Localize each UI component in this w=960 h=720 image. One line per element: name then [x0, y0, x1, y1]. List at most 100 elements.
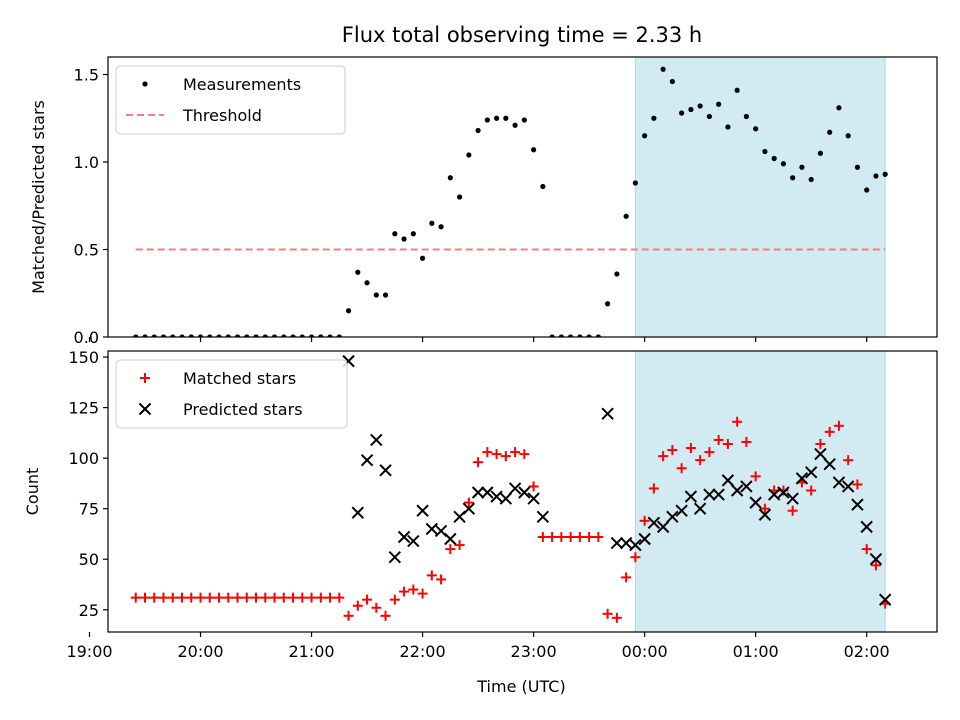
measurement-point	[725, 124, 731, 130]
matched-star-point	[417, 588, 428, 599]
predicted-star-point	[814, 447, 827, 461]
measurement-point	[262, 334, 268, 337]
matched-star-point	[843, 455, 854, 466]
predicted-star-point	[629, 538, 642, 552]
matched-star-point	[426, 570, 437, 581]
y-tick-label: 1.0	[74, 153, 99, 172]
x-tick-label: 00:00	[622, 642, 668, 661]
predicted-star-point	[693, 502, 707, 515]
measurement-point	[558, 334, 564, 337]
measurement-point	[688, 106, 694, 113]
measurement-point	[308, 334, 315, 337]
matched-star-point	[454, 540, 465, 551]
matched-star-point	[158, 592, 169, 603]
matched-star-point	[713, 434, 724, 445]
measurement-point	[734, 87, 740, 93]
predicted-star-point	[712, 488, 725, 501]
predicted-star-point	[841, 480, 855, 493]
measurement-point	[382, 292, 389, 298]
matched-star-point	[140, 592, 151, 603]
figure-title: Flux total observing time = 2.33 h	[342, 23, 702, 47]
predicted-star-point	[823, 458, 836, 471]
matched-star-point	[436, 574, 447, 585]
matched-star-point	[806, 485, 817, 496]
measurement-point	[151, 334, 157, 337]
x-axis-ticks: 19:00 20:00 21:00 22:00 23:00 00:00 01:00 02:00	[66, 632, 890, 661]
matched-star-point	[537, 531, 548, 542]
predicted-star-point	[721, 474, 735, 487]
matched-star-point	[510, 447, 521, 458]
measurement-point	[484, 117, 490, 123]
matched-star-point	[241, 592, 252, 603]
measurement-point	[651, 115, 657, 121]
measurement-point	[179, 334, 185, 337]
measurement-point	[817, 150, 824, 156]
predicted-star-point	[619, 536, 633, 550]
matched-star-point	[547, 531, 558, 542]
measurement-point	[623, 213, 629, 219]
matched-star-point	[574, 531, 585, 542]
matched-star-point	[676, 463, 687, 474]
matched-star-point	[463, 497, 474, 508]
matched-star-point	[288, 592, 299, 603]
y-tick-label: 100	[68, 449, 99, 468]
predicted-star-point	[462, 502, 476, 515]
matched-star-point	[648, 483, 659, 494]
legend-label: Threshold	[182, 106, 262, 125]
measurement-point	[170, 334, 176, 337]
measurement-point	[281, 334, 287, 337]
matched-star-point	[667, 445, 678, 456]
measurement-point	[133, 334, 139, 337]
measurement-point	[873, 173, 879, 179]
matched-star-point	[593, 531, 604, 542]
legend-label: Predicted stars	[183, 400, 303, 419]
measurement-point	[605, 301, 611, 307]
count-panel: 25 50 75 100 125 150 19:00 20:00 21:00 22:00 23:00…	[23, 348, 938, 696]
matched-star-point	[815, 438, 826, 449]
measurement-point	[216, 334, 222, 337]
predicted-star-point	[684, 490, 698, 503]
measurement-point	[419, 255, 426, 261]
x-tick-label: 02:00	[844, 642, 890, 661]
measurement-point	[586, 334, 592, 337]
measurement-point	[456, 194, 463, 200]
matched-star-point	[861, 544, 872, 555]
matched-star-point	[278, 592, 289, 603]
x-axis-ticks	[88, 337, 868, 342]
matched-star-point	[167, 592, 178, 603]
measurement-point	[614, 271, 620, 277]
measurement-point	[327, 334, 333, 337]
matched-star-point	[833, 420, 844, 431]
matched-star-point	[389, 594, 400, 605]
legend-label: Measurements	[183, 75, 301, 94]
legend-label: Matched stars	[183, 369, 296, 388]
predicted-star-point	[703, 488, 716, 501]
matched-star-point	[251, 592, 262, 603]
predicted-star-point	[397, 530, 411, 544]
measurement-point	[364, 280, 370, 286]
measurement-point	[762, 148, 768, 155]
matched-star-point	[695, 455, 706, 466]
matched-star-point	[556, 531, 567, 542]
matched-star-point	[750, 471, 761, 482]
measurement-point	[197, 334, 204, 337]
matched-star-point	[130, 592, 141, 603]
measurement-point	[207, 334, 213, 337]
matched-star-point	[491, 449, 502, 460]
measurement-point	[355, 269, 361, 275]
y-tick-label: 0.5	[74, 241, 99, 260]
measurement-point	[799, 164, 805, 170]
predicted-star-point	[730, 484, 744, 497]
measurement-point	[716, 101, 722, 107]
predicted-star-point	[610, 536, 624, 550]
matched-star-point	[630, 552, 641, 563]
measurement-point	[290, 334, 296, 337]
y-axis-label: Count	[23, 468, 42, 516]
legend-marker	[142, 81, 148, 87]
matched-star-point	[658, 451, 669, 462]
matched-star-point	[195, 592, 206, 603]
measurement-point	[299, 334, 305, 337]
measurement-point	[706, 113, 712, 120]
predicted-star-point	[666, 510, 679, 523]
